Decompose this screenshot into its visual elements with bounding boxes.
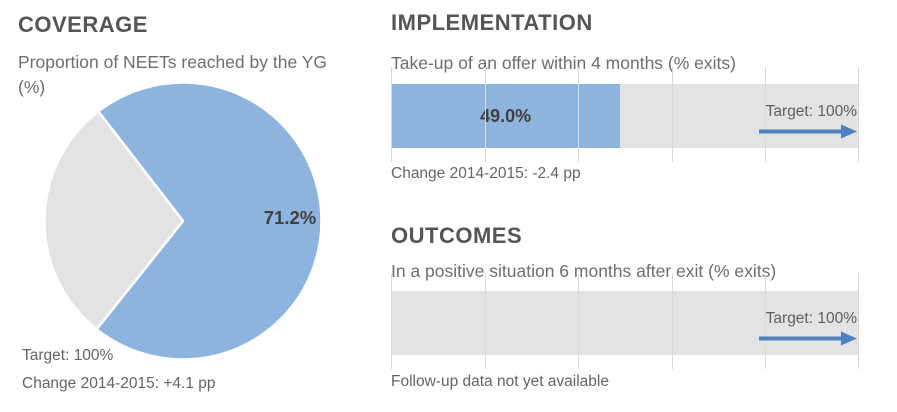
coverage-pie-chart: 71.2% (42, 80, 324, 362)
bar-track (391, 291, 859, 355)
bar-value-label: 49.0% (480, 105, 532, 126)
target-arrow-icon (759, 331, 857, 346)
pie-slice (95, 81, 323, 361)
coverage-subtitle: Proportion of NEETs reached by the YG (%… (18, 52, 328, 97)
pie-value-label: 71.2% (263, 207, 317, 228)
coverage-target-label: Target: 100% (22, 347, 114, 364)
implementation-title: IMPLEMENTATION (391, 10, 593, 35)
bar-fill: 49.0% (391, 84, 621, 148)
outcomes-subtitle: In a positive situation 6 months after e… (391, 261, 777, 281)
pie-slice (43, 110, 185, 331)
outcomes-bar-chart: Target: 100% (391, 274, 859, 369)
target-label: Target: 100% (765, 310, 857, 327)
implementation-bar-chart: 49.0% Target: 100% (391, 67, 859, 162)
target-label: Target: 100% (765, 103, 857, 120)
coverage-title: COVERAGE (18, 12, 148, 37)
implementation-change-label: Change 2014-2015: -2.4 pp (391, 165, 581, 182)
pie-chart-svg (43, 81, 323, 361)
target-annotation: Target: 100% (759, 310, 857, 346)
coverage-change-label: Change 2014-2015: +4.1 pp (22, 375, 216, 392)
implementation-subtitle: Take-up of an offer within 4 months (% e… (391, 53, 736, 73)
target-annotation: Target: 100% (759, 103, 857, 139)
target-arrow-icon (759, 124, 857, 139)
outcomes-title: OUTCOMES (391, 223, 523, 248)
outcomes-note: Follow-up data not yet available (391, 373, 609, 390)
